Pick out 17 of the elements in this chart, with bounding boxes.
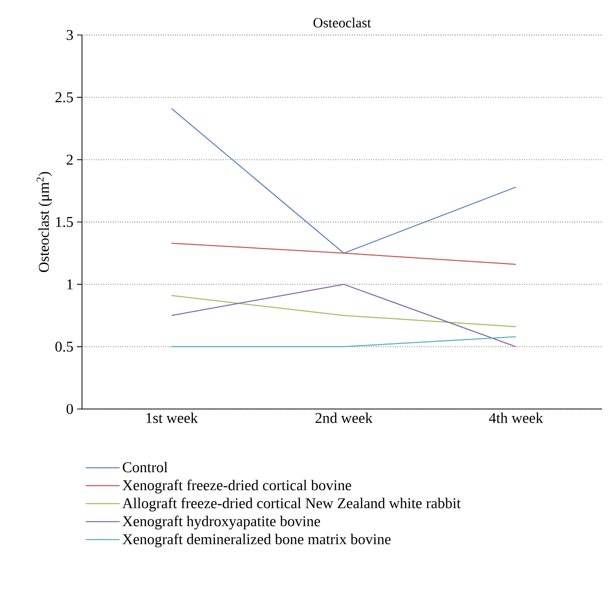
legend-label: Control <box>122 462 168 472</box>
x-tick-label: 1st week <box>146 412 198 424</box>
y-tick-label: 1.5 <box>56 216 73 228</box>
legend-label: Allograft freeze-dried cortical New Zealand white rabbit <box>122 498 461 512</box>
legend-label: Xenograft hydroxyapatite bovine <box>122 516 320 530</box>
chart-title: Osteoclast <box>314 18 371 28</box>
y-tick-label: 3 <box>66 30 73 40</box>
x-tick-label: 4th week <box>489 412 544 424</box>
legend-label: Xenograft freeze-dried cortical bovine <box>122 480 352 494</box>
x-tick-label: 2nd week <box>316 412 373 424</box>
y-tick-label: 1 <box>67 279 73 290</box>
y-tick-label: 2 <box>66 154 73 165</box>
y-tick-label: 2.5 <box>55 92 73 102</box>
y-tick-label: 0.5 <box>55 342 73 352</box>
y-axis-title: Osteoclast (μm$^{2}$) <box>36 172 52 272</box>
y-tick-label: 0 <box>66 404 73 414</box>
legend-label: Xenograft demineralized bone matrix bovine <box>122 534 391 548</box>
